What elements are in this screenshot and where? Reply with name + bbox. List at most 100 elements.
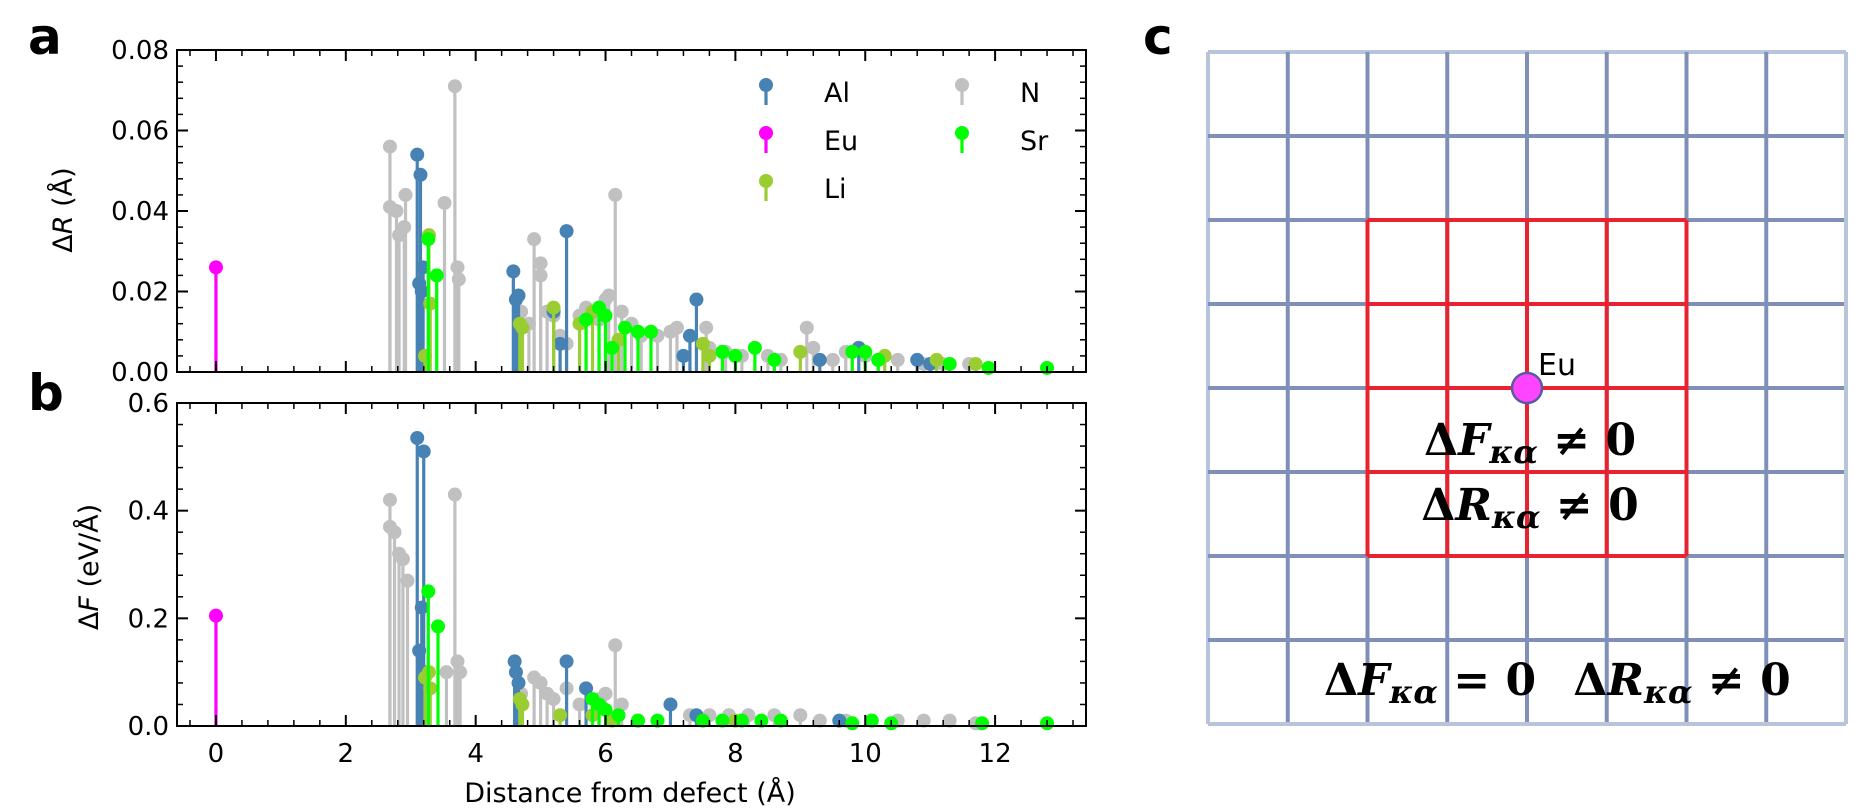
stem-marker-n <box>793 708 808 723</box>
panel-a-legend: Al Eu Li N Sr <box>759 78 1049 205</box>
stem-marker-eu <box>208 260 223 275</box>
stem-marker-li <box>423 681 438 696</box>
stem-marker-al <box>812 352 827 367</box>
legend-label: Sr <box>1020 126 1049 157</box>
stem-marker-al <box>412 643 427 658</box>
stem-marker-n <box>799 320 814 335</box>
legend-label: Al <box>824 78 850 109</box>
stem-marker-sr <box>871 352 886 367</box>
stem-marker-al <box>553 336 568 351</box>
stem-marker-li <box>546 300 561 315</box>
stem-marker-n <box>890 352 905 367</box>
stem-marker-n <box>387 525 402 540</box>
stem-marker-n <box>527 232 542 247</box>
stem-marker-n <box>598 686 613 701</box>
stem-marker-li <box>793 344 808 359</box>
panel-a-y-axis-label: ΔR (Å) <box>47 167 79 252</box>
legend-label: Eu <box>824 126 858 157</box>
legend-label: N <box>1020 78 1040 109</box>
y-tick-label: 0.02 <box>111 278 169 308</box>
legend-label: Li <box>824 174 847 205</box>
stem-marker-n <box>453 665 468 680</box>
stem-marker-n <box>533 675 548 690</box>
y-tick-label: 0.00 <box>111 358 169 388</box>
stem-marker-al <box>506 264 521 279</box>
stem-marker-sr <box>845 716 860 731</box>
eu-defect-atom <box>1510 371 1544 405</box>
stem-marker-li <box>553 708 568 723</box>
stem-marker-n <box>812 713 827 728</box>
stem-marker-n <box>572 697 587 712</box>
stem-marker-li <box>929 352 944 367</box>
stem-marker-al <box>682 328 697 343</box>
stem-marker-sr <box>579 312 594 327</box>
stem-marker-n <box>669 320 684 335</box>
stem-marker-li <box>968 356 983 371</box>
stem-marker-al <box>413 167 428 182</box>
stem-marker-n <box>601 288 616 303</box>
x-tick-label: 8 <box>727 739 744 769</box>
stem-marker-sr <box>858 344 873 359</box>
stem-marker-n <box>614 304 629 319</box>
stem-marker-sr <box>421 232 436 247</box>
stem-marker-al <box>511 288 526 303</box>
y-tick-label: 0.4 <box>128 497 169 527</box>
stem-marker-al <box>676 348 691 363</box>
stem-marker-sr <box>605 340 620 355</box>
stem-marker-sr <box>715 344 730 359</box>
panel-a-stem-plot: 0.00 0.02 0.04 0.06 0.08 ΔR (Å) Al Eu Li N Sr <box>47 36 1087 388</box>
stem-marker-li <box>515 697 530 712</box>
stem-marker-sr <box>421 584 436 599</box>
stem-marker-n <box>447 487 462 502</box>
panel-b-stems <box>208 430 1055 731</box>
stem-marker-sr <box>767 352 782 367</box>
inner-displacement-equation: ΔRκα ≠ 0 <box>1421 480 1638 536</box>
series-n <box>382 487 983 731</box>
stem-marker-n <box>806 340 821 355</box>
stem-marker-n <box>400 573 415 588</box>
panel-label-b: b <box>28 364 64 422</box>
stem-marker-sr <box>734 713 749 728</box>
stem-marker-sr <box>747 340 762 355</box>
y-tick-label: 0.08 <box>111 36 169 66</box>
panel-b-stem-plot: 0.0 0.2 0.4 0.6 0 2 4 6 8 10 12 ΔF (eV/Å) Distance… <box>73 389 1087 808</box>
stem-marker-n <box>533 256 548 271</box>
stem-marker-n <box>450 260 465 275</box>
panel-label-c: c <box>1143 8 1173 66</box>
stem-marker-sr <box>630 713 645 728</box>
panel-a-axes: 0.00 0.02 0.04 0.06 0.08 <box>111 36 1087 388</box>
stem-marker-al <box>414 600 429 615</box>
panel-b-y-axis-label: ΔF (eV/Å) <box>73 504 105 630</box>
series-n <box>382 79 977 372</box>
stem-marker-n <box>395 552 410 567</box>
stem-marker-sr <box>845 344 860 359</box>
panel-label-a: a <box>28 8 62 66</box>
stem-marker-n <box>382 492 397 507</box>
outer-force-equation: ΔFκα = 0 <box>1324 655 1536 711</box>
perturbed-region-grid <box>1365 218 1689 558</box>
stem-marker-n <box>608 187 623 202</box>
stem-marker-al <box>508 665 523 680</box>
stem-marker-sr <box>643 324 658 339</box>
stem-marker-n <box>398 187 413 202</box>
legend-marker <box>759 78 773 92</box>
y-tick-label: 0.0 <box>128 712 169 742</box>
x-tick-label: 6 <box>597 739 614 769</box>
stem-marker-n <box>942 713 957 728</box>
stem-marker-sr <box>942 356 957 371</box>
stem-marker-n <box>533 268 548 283</box>
stem-marker-eu <box>208 608 223 623</box>
panel-c-lattice-diagram: Eu ΔFκα ≠ 0 ΔRκα ≠ 0 ΔFκα = 0 ΔRκα ≠ 0 <box>1206 50 1848 726</box>
stem-marker-sr <box>630 324 645 339</box>
legend-marker <box>759 126 773 140</box>
legend-entry-li: Li <box>759 174 847 205</box>
stem-marker-n <box>439 665 454 680</box>
stem-marker-sr <box>773 713 788 728</box>
stem-marker-sr <box>715 713 730 728</box>
x-tick-label: 2 <box>338 739 355 769</box>
y-tick-label: 0.04 <box>111 197 169 227</box>
stem-marker-n <box>447 79 462 94</box>
panel-b-x-axis-label: Distance from defect (Å) <box>464 777 795 808</box>
stem-marker-n <box>437 195 452 210</box>
stem-marker-n <box>699 320 714 335</box>
